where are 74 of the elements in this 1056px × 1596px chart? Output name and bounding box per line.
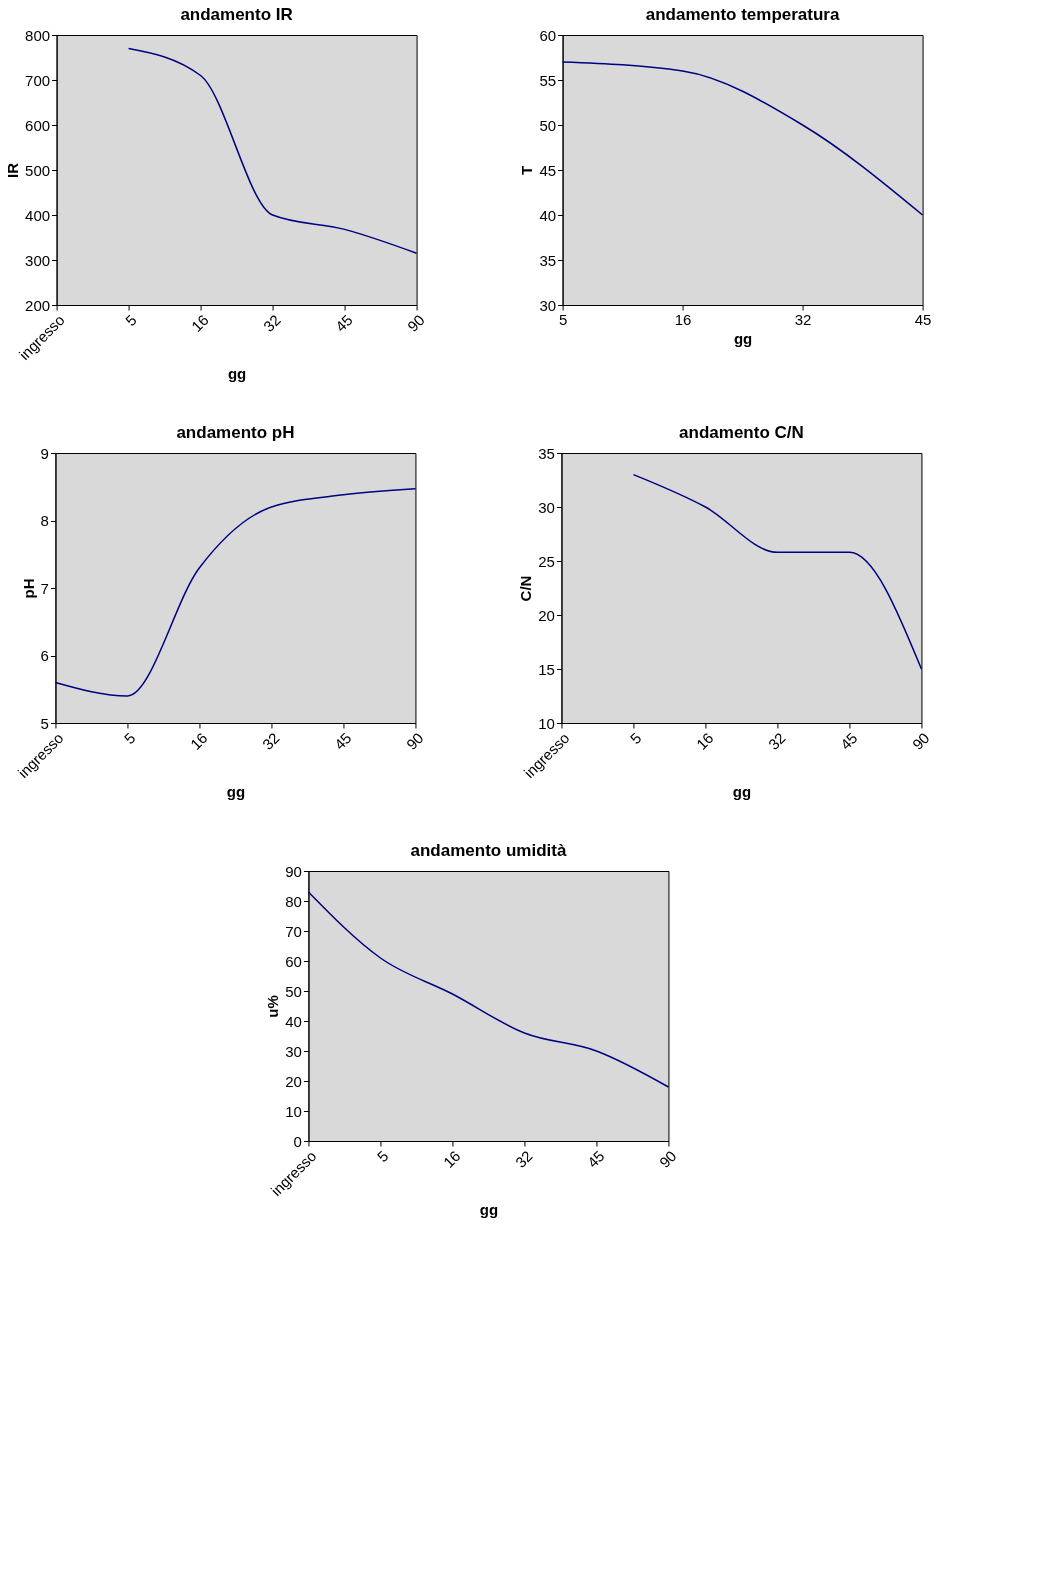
x-tick-label: 32 — [258, 729, 283, 753]
y-tick-label: 9 — [40, 444, 49, 462]
y-tick-label: 80 — [285, 892, 302, 910]
y-tick-label: 20 — [285, 1072, 302, 1090]
y-tick-label: 8 — [40, 512, 49, 529]
x-tick-label: 5 — [121, 311, 140, 330]
y-tick-label: 35 — [539, 251, 557, 269]
y-tick-label: 5 — [40, 714, 49, 732]
y-tick-label: 20 — [538, 606, 555, 624]
x-tick-label: 16 — [186, 729, 211, 753]
x-tick-label: 16 — [187, 311, 212, 335]
y-tick-label: 500 — [25, 161, 51, 179]
x-tick-label: 32 — [764, 729, 789, 753]
x-tick-label: 16 — [439, 1147, 464, 1171]
y-axis-title: IR — [4, 162, 22, 178]
y-tick-label: 300 — [25, 251, 51, 269]
y-tick-label: 55 — [539, 71, 557, 89]
y-tick-label: 30 — [539, 296, 557, 314]
y-tick-label: 90 — [285, 862, 302, 880]
x-tick-label: 45 — [331, 311, 356, 335]
x-axis-title: gg — [227, 365, 247, 383]
y-tick-label: 35 — [538, 444, 555, 462]
x-tick-label: 5 — [558, 310, 568, 328]
y-tick-label: 10 — [285, 1102, 302, 1120]
y-tick-label: 30 — [538, 498, 555, 516]
x-tick-label: 90 — [908, 729, 933, 753]
x-tick-label: 16 — [692, 729, 717, 753]
y-tick-label: 0 — [293, 1132, 302, 1150]
y-tick-label: 15 — [538, 660, 555, 678]
y-tick-label: 25 — [538, 552, 555, 570]
x-tick-label: 16 — [674, 310, 692, 328]
x-tick-label: 5 — [120, 729, 139, 748]
y-tick-label: 40 — [539, 206, 557, 224]
x-tick-label: 5 — [626, 729, 645, 748]
y-tick-label: 200 — [25, 296, 51, 314]
x-tick-label: 45 — [836, 729, 861, 753]
x-tick-label: 90 — [402, 729, 427, 753]
y-tick-label: 600 — [25, 116, 51, 134]
x-tick-label: 32 — [511, 1147, 536, 1171]
x-tick-label: 45 — [330, 729, 355, 753]
y-axis-title: pH — [19, 578, 37, 599]
y-tick-label: 45 — [539, 161, 557, 179]
y-tick-label: 50 — [539, 116, 557, 134]
x-axis-title: gg — [479, 1201, 499, 1219]
chart-title: andamento umidità — [410, 841, 567, 860]
x-tick-label: 45 — [914, 310, 932, 328]
y-tick-label: 30 — [285, 1042, 302, 1060]
y-tick-label: 400 — [25, 206, 51, 224]
chart-title: andamento C/N — [679, 423, 804, 442]
x-tick-label: 5 — [373, 1147, 392, 1166]
chart-title: andamento pH — [176, 423, 295, 442]
y-tick-label: 10 — [538, 714, 555, 732]
x-tick-label: 32 — [794, 310, 812, 328]
y-tick-label: 50 — [285, 982, 302, 1000]
y-axis-title: T — [518, 165, 536, 176]
x-tick-label: 90 — [403, 311, 428, 335]
x-axis-title: gg — [733, 329, 753, 347]
y-tick-label: 40 — [285, 1012, 302, 1030]
y-tick-label: 70 — [285, 922, 302, 940]
x-axis-title: gg — [732, 783, 752, 801]
y-tick-label: 7 — [40, 579, 49, 597]
x-tick-label: 45 — [583, 1147, 608, 1171]
y-tick-label: 700 — [25, 71, 51, 89]
x-tick-label: 32 — [259, 311, 284, 335]
y-tick-label: 800 — [25, 26, 51, 44]
y-tick-label: 60 — [539, 26, 557, 44]
y-axis-title: u% — [264, 995, 282, 1018]
y-tick-label: 60 — [285, 952, 302, 970]
x-tick-label: 90 — [655, 1147, 680, 1171]
chart-title: andamento IR — [180, 5, 293, 24]
x-axis-title: gg — [226, 783, 246, 801]
y-axis-title: C/N — [517, 575, 535, 602]
chart-title: andamento temperatura — [645, 5, 840, 24]
y-tick-label: 6 — [40, 647, 49, 664]
